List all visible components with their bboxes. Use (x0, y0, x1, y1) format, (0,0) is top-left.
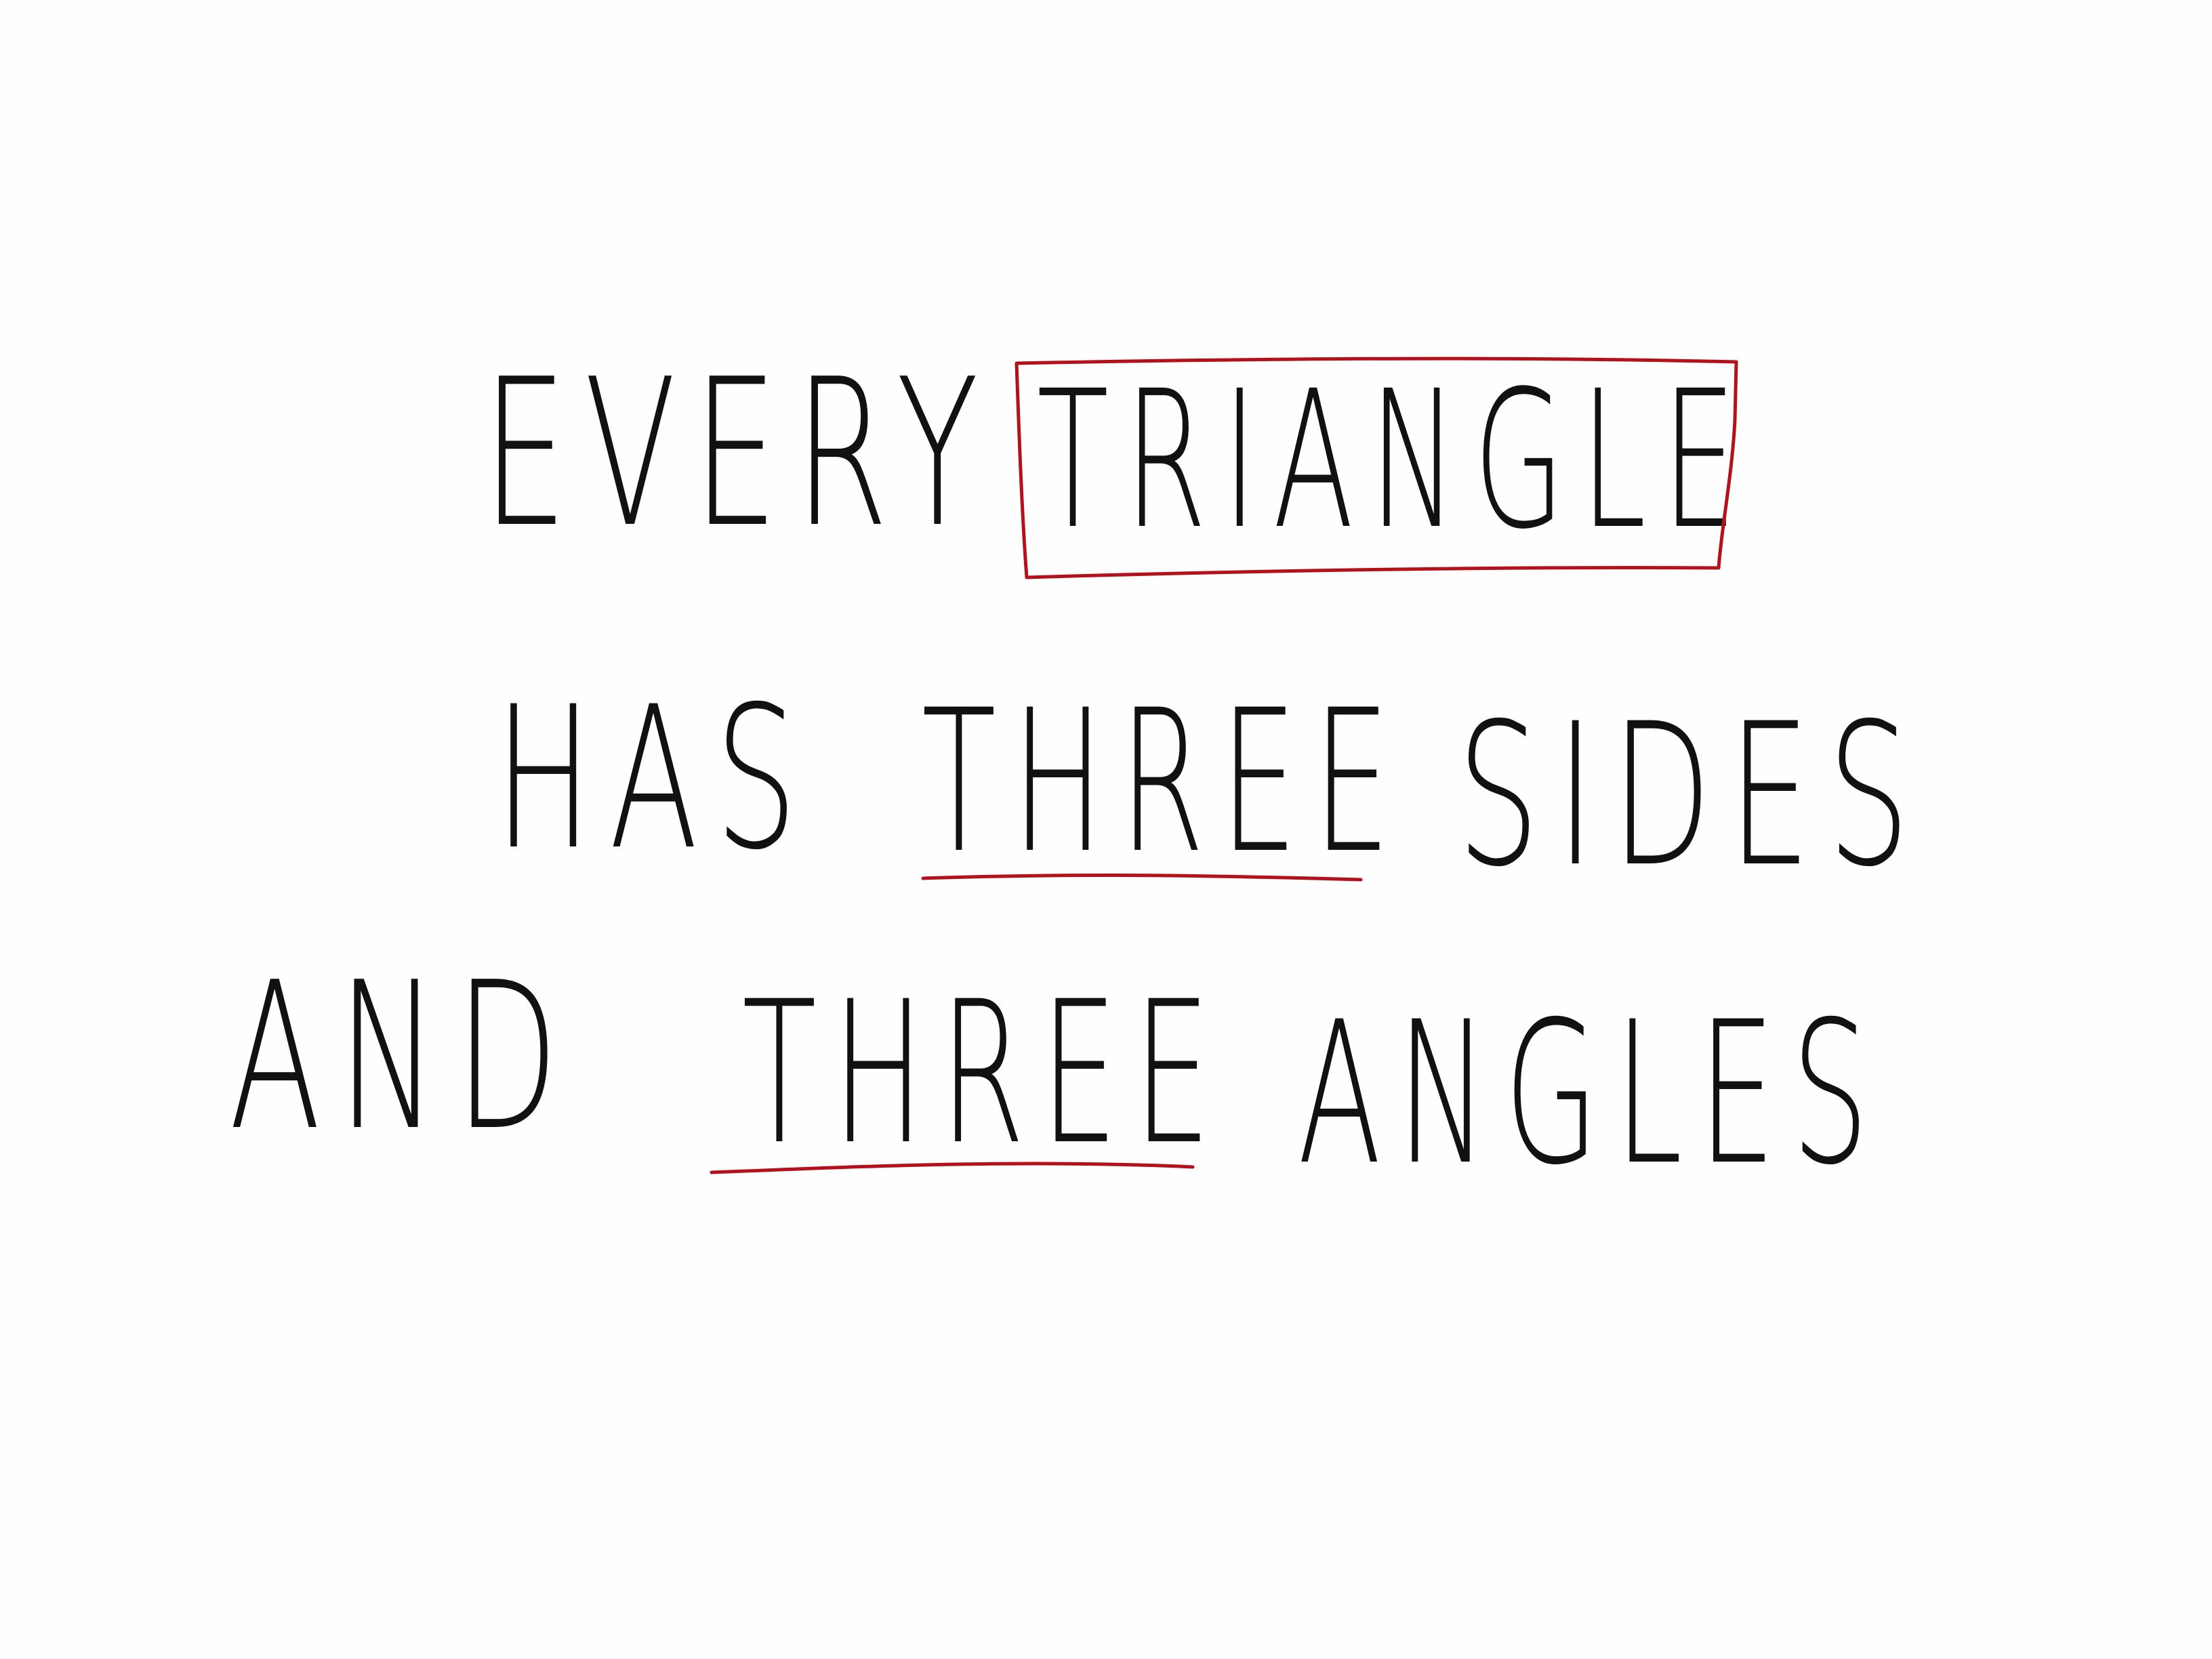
word-triangle: TRIANGLE (1037, 350, 1753, 571)
word-every: EVERY (483, 335, 996, 572)
word-sides: SIDES (1457, 682, 1927, 910)
word-and: AND (229, 939, 576, 1175)
word-three-sides: THREE (922, 668, 1406, 897)
word-three-angles: THREE (742, 960, 1227, 1188)
word-has: HAS (495, 665, 815, 893)
word-angles: ANGLES (1298, 980, 1885, 1208)
